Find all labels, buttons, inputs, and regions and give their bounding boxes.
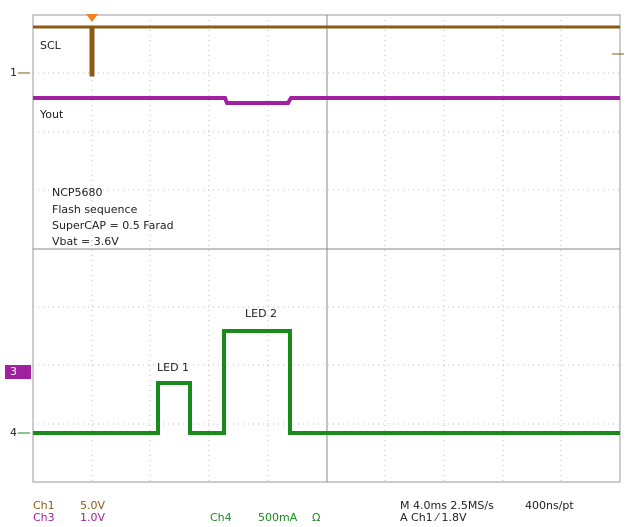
yout-trace <box>33 96 620 105</box>
trace-label: Yout <box>39 108 64 121</box>
trace-label: LED 1 <box>157 361 189 374</box>
trace-label: SCL <box>40 39 62 52</box>
status-text: 1.0V <box>80 511 105 524</box>
status-text: 500mA <box>258 511 298 524</box>
channel-marker: 4 <box>10 426 17 439</box>
status-text: A Ch1 ⁄ 1.8V <box>400 511 467 524</box>
channel-marker: 1 <box>10 66 17 79</box>
status-text: Ch1 <box>33 499 55 512</box>
center-axes <box>33 15 620 482</box>
status-text: Ch3 <box>33 511 55 524</box>
status-text: Ω <box>312 511 320 524</box>
scl-trace <box>33 25 620 77</box>
trace-label: LED 2 <box>245 307 277 320</box>
led-current-trace <box>33 329 620 435</box>
status-text: Ch4 <box>210 511 232 524</box>
status-text: 400ns/pt <box>525 499 574 512</box>
channel-marker: 3 <box>10 365 17 378</box>
annotation-line: NCP5680 <box>52 186 103 199</box>
trigger-position <box>86 14 98 22</box>
annotation-line: Flash sequence <box>52 203 138 216</box>
status-text: M 4.0ms 2.5MS/s <box>400 499 494 512</box>
annotation-line: Vbat = 3.6V <box>52 235 119 248</box>
status-text: 5.0V <box>80 499 105 512</box>
annotation-line: SuperCAP = 0.5 Farad <box>52 219 174 232</box>
channel-marker-box <box>5 365 31 379</box>
